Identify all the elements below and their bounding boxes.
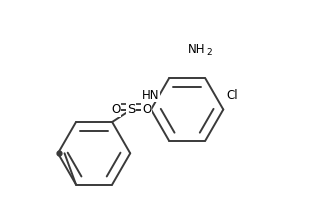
Text: 2: 2 [206, 48, 212, 57]
Text: S: S [127, 103, 136, 116]
Text: O: O [111, 103, 121, 116]
Text: Cl: Cl [226, 89, 238, 102]
Text: O: O [142, 103, 151, 116]
Text: NH: NH [188, 43, 206, 56]
Text: HN: HN [142, 89, 160, 102]
